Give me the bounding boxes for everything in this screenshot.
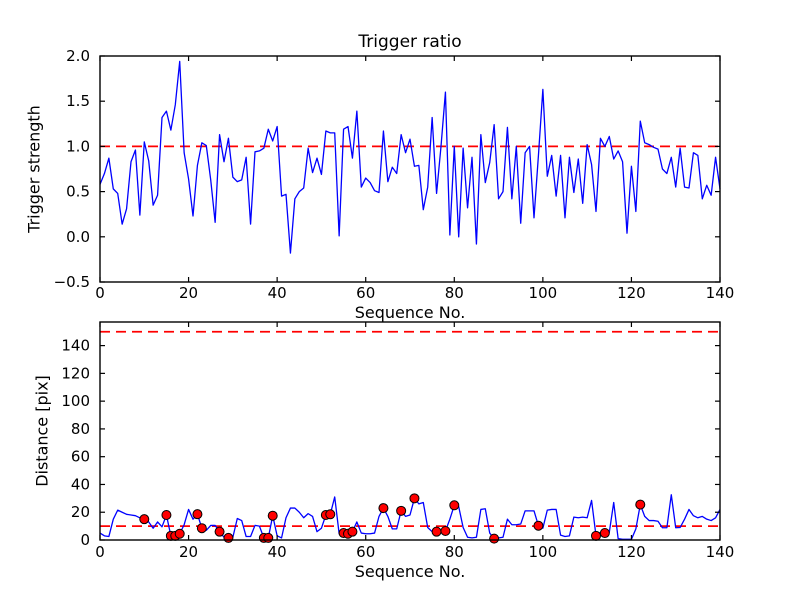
axes-background [100, 56, 720, 282]
y-tick-label: 40 [71, 475, 90, 493]
axes-frame [99, 321, 721, 541]
x-tick-label: 20 [179, 543, 198, 561]
data-point-marker [139, 514, 150, 525]
x-tick-label: 40 [268, 284, 287, 302]
data-point-marker [378, 503, 389, 514]
y-tick-label: 140 [61, 337, 90, 355]
data-point-marker [263, 532, 274, 543]
x-axis-label-bottom: Sequence No. [354, 562, 466, 581]
data-point-marker [533, 520, 544, 531]
data-point-marker [599, 528, 610, 539]
data-line [99, 60, 721, 254]
y-tick-label: 0 [80, 531, 90, 549]
data-point-marker [325, 509, 336, 520]
y-tick-label: 1.0 [66, 137, 90, 155]
x-tick-label: 0 [95, 543, 105, 561]
x-tick-label: 140 [706, 284, 735, 302]
y-tick-label: 0.5 [66, 183, 90, 201]
y-tick-label: 20 [71, 503, 90, 521]
x-tick-label: 120 [617, 543, 646, 561]
y-tick-label: 2.0 [66, 47, 90, 65]
y-tick-label: 1.5 [66, 92, 90, 110]
x-tick-label: 80 [445, 543, 464, 561]
x-tick-label: 100 [529, 543, 558, 561]
x-tick-label: 120 [617, 284, 646, 302]
x-axis-label-top-clip: Sequence No. [0, 303, 800, 322]
data-point-marker [449, 500, 460, 511]
axes-background [100, 322, 720, 540]
y-tick-label: 0.0 [66, 228, 90, 246]
x-tick-label: 140 [706, 543, 735, 561]
x-tick-label: 60 [356, 284, 375, 302]
data-point-marker [431, 526, 442, 537]
x-tick-label: 60 [356, 543, 375, 561]
data-point-marker [192, 509, 203, 520]
x-tick-label: 0 [95, 284, 105, 302]
data-point-marker [347, 526, 358, 537]
y-axis-label-distance: Distance [pix] [32, 375, 52, 487]
x-tick-label: 20 [179, 284, 198, 302]
data-point-marker [161, 510, 172, 521]
axes-frame [99, 55, 721, 283]
data-point-marker [635, 499, 646, 510]
data-point-marker [214, 526, 225, 537]
data-point-marker [196, 523, 207, 534]
data-point-marker [223, 532, 234, 543]
y-tick-label: 120 [61, 364, 90, 382]
data-point-marker [591, 530, 601, 541]
y-tick-label: 80 [71, 420, 90, 438]
data-point-marker [409, 493, 420, 504]
data-point-marker [440, 525, 451, 536]
data-point-marker [267, 510, 278, 521]
x-axis-label-top: Sequence No. [354, 303, 466, 322]
x-tick-label: 80 [445, 284, 464, 302]
x-tick-label: 100 [529, 284, 558, 302]
y-axis-label-trigger-strength: Trigger strength [24, 105, 44, 233]
y-tick-label: 60 [71, 448, 90, 466]
chart-title: Trigger ratio [358, 32, 462, 52]
x-tick-label: 40 [268, 543, 287, 561]
y-tick-label: −0.5 [54, 273, 90, 291]
data-point-marker [396, 505, 407, 516]
data-point-marker [174, 528, 185, 539]
y-tick-label: 100 [61, 392, 90, 410]
data-point-marker [489, 533, 500, 544]
